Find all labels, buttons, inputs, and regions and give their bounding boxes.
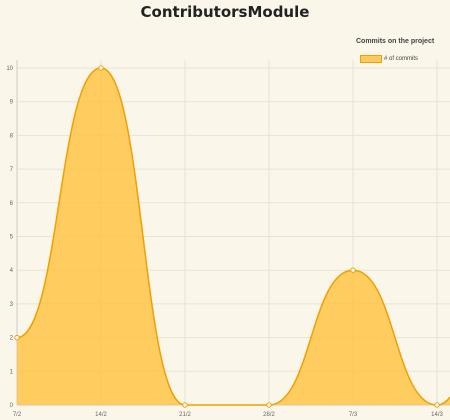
y-tick-label: 9 (10, 100, 14, 106)
y-tick-label: 0 (10, 403, 14, 409)
data-point (434, 402, 440, 408)
legend-label: # of commits (384, 56, 419, 62)
page-title: ContributorsModule (140, 3, 310, 21)
legend-swatch (360, 55, 382, 63)
chart-title: Commits on the project (356, 38, 435, 45)
y-tick-label: 10 (6, 66, 13, 72)
data-point (98, 65, 104, 71)
y-tick-label: 5 (10, 235, 14, 241)
x-tick-label: 14/3 (431, 412, 443, 418)
legend[interactable]: # of commits (360, 55, 418, 63)
y-tick-label: 4 (10, 268, 14, 274)
y-tick-label: 8 (10, 133, 14, 139)
data-point (266, 402, 272, 408)
y-tick-label: 7 (10, 167, 14, 173)
x-tick-label: 21/2 (179, 412, 191, 418)
data-point (350, 267, 356, 273)
y-tick-label: 2 (10, 336, 14, 342)
x-tick-label: 14/2 (95, 412, 107, 418)
data-point (14, 334, 20, 341)
series-area (17, 68, 450, 405)
data-point (182, 402, 188, 408)
x-tick-label: 28/2 (263, 412, 275, 418)
x-tick-label: 7/3 (349, 412, 358, 418)
x-tick-label: 7/2 (13, 412, 22, 418)
series-line (16, 67, 450, 406)
y-tick-label: 6 (10, 201, 14, 207)
y-tick-label: 3 (10, 302, 14, 308)
y-tick-label: 1 (10, 369, 14, 375)
